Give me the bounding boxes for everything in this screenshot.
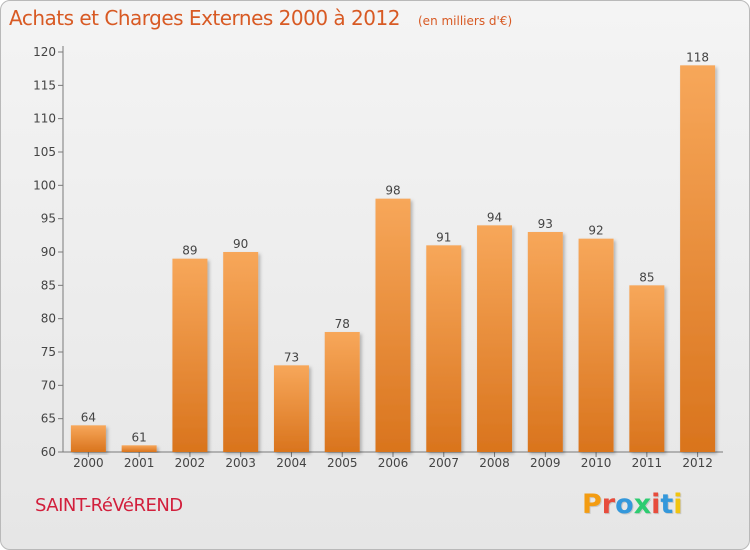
commune-name: SAINT-RéVéREND [35,495,183,516]
bar [578,238,614,452]
x-tick-label: 2005 [327,456,358,470]
y-tick-label: 105 [33,145,56,159]
x-tick-label: 2011 [632,456,663,470]
x-tick-label: 2006 [378,456,409,470]
logo-letter: i [651,489,661,520]
x-tick-label: 2009 [530,456,561,470]
x-tick-label: 2001 [124,456,155,470]
y-tick-label: 95 [41,212,56,226]
logo-letter: r [601,489,616,520]
x-tick-label: 2008 [479,456,510,470]
data-label: 93 [538,217,553,231]
logo-letter: t [660,489,674,520]
y-tick-label: 70 [41,378,56,392]
bar [426,245,462,452]
data-label: 89 [182,244,197,258]
x-tick-label: 2010 [581,456,612,470]
axes: 60 65 70 75 80 85 90 95 100 105 110 115 120 2000 2001 2… [33,45,723,470]
data-label: 118 [686,50,709,64]
bars [70,65,716,452]
x-tick-label: 2000 [73,456,104,470]
y-tick-label: 120 [33,45,56,59]
bar [121,445,157,452]
chart-title: Achats et Charges Externes 2000 à 2012 [9,6,400,30]
y-tick-label: 60 [41,445,56,459]
x-tick-label: 2004 [276,456,307,470]
logo-letter: o [615,489,634,520]
y-tick-label: 110 [33,112,56,126]
data-label: 64 [81,410,96,424]
logo-letter: i [673,489,683,520]
x-tick-label: 2003 [225,456,256,470]
bar [70,425,106,452]
data-labels: 64 61 89 90 73 78 98 91 94 93 92 85 118 [81,50,709,444]
chart-subtitle: (en milliers d'€) [418,14,513,28]
data-label: 90 [233,237,248,251]
x-tick-label: 2007 [428,456,459,470]
data-label: 78 [335,317,350,331]
data-label: 94 [487,210,502,224]
y-tick-label: 90 [41,245,56,259]
proxiti-logo: Proxiti [582,489,683,520]
x-tick-label: 2012 [682,456,713,470]
y-tick-label: 75 [41,345,56,359]
data-label: 61 [132,430,147,444]
y-tick-label: 115 [33,78,56,92]
bar [375,198,411,452]
logo-letter: P [582,489,602,520]
y-tick-label: 80 [41,312,56,326]
bar [477,225,513,452]
logo-letter: x [633,489,652,520]
bar [172,258,208,452]
bar [680,65,716,452]
bar [629,285,665,452]
data-label: 98 [385,184,400,198]
bar [527,232,563,452]
bar [324,332,360,452]
x-tick-label: 2002 [175,456,206,470]
data-label: 85 [639,270,654,284]
bar [223,252,259,452]
y-tick-label: 85 [41,278,56,292]
y-tick-label: 65 [41,412,56,426]
data-label: 92 [588,224,603,238]
data-label: 91 [436,230,451,244]
bar [273,365,309,452]
y-tick-label: 100 [33,178,56,192]
data-label: 73 [284,350,299,364]
